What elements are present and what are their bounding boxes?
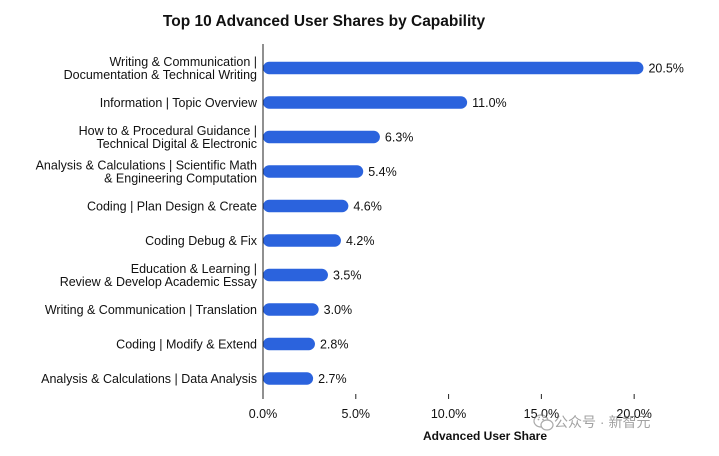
category-labels: Writing & Communication | Documentation &… — [36, 55, 258, 386]
bar — [263, 199, 349, 213]
value-label: 4.2% — [346, 234, 375, 248]
value-label: 11.0% — [472, 96, 507, 110]
category-label: Analysis & Calculations | Data Analysis — [41, 372, 257, 386]
category-label: Coding | Plan Design & Create — [87, 200, 257, 214]
bar — [263, 303, 319, 316]
bar — [263, 234, 341, 247]
category-label: Education & Learning | Review & Develop A… — [60, 262, 258, 289]
x-tick-label: 5.0% — [342, 407, 371, 421]
watermark: 公众号 · 新智元 — [533, 414, 650, 431]
bars-layer — [263, 61, 644, 385]
bar — [263, 96, 468, 109]
category-label: Analysis & Calculations | Scientific Mat… — [36, 159, 257, 186]
bar — [263, 61, 644, 75]
value-label: 3.5% — [333, 269, 362, 283]
value-labels: 20.5% 11.0% 6.3% 5.4% 4.6% 4.2% 3.5% 3.0% 2.8% 2.… — [318, 62, 684, 387]
x-tick-label: 0.0% — [249, 407, 278, 421]
bar — [263, 130, 380, 144]
category-label: Information | Topic Overview — [100, 96, 258, 110]
value-label: 6.3% — [385, 131, 414, 145]
x-tick-label: 10.0% — [431, 407, 466, 421]
x-axis-ticks: 0.0% 5.0% 10.0% 15.0% 20.0% — [249, 394, 652, 421]
bar — [263, 268, 328, 282]
category-label: Coding Debug & Fix — [145, 234, 258, 248]
bar — [263, 337, 315, 351]
bar — [263, 372, 314, 385]
value-label: 2.7% — [318, 372, 347, 386]
category-label: How to & Procedural Guidance | Technical … — [79, 124, 257, 151]
value-label: 5.4% — [368, 165, 397, 179]
chart-title: Top 10 Advanced User Shares by Capabilit… — [163, 13, 486, 30]
x-axis-label: Advanced User Share — [423, 429, 547, 443]
bar — [263, 165, 364, 178]
value-label: 4.6% — [353, 200, 382, 214]
category-label: Coding | Modify & Extend — [116, 338, 257, 352]
watermark-text: 公众号 · 新智元 — [554, 414, 650, 430]
value-label: 2.8% — [320, 338, 349, 352]
value-label: 20.5% — [648, 62, 683, 76]
category-label: Writing & Communication | Documentation &… — [64, 55, 257, 82]
value-label: 3.0% — [324, 303, 353, 317]
x-tick-label: 15.0% — [524, 407, 559, 421]
category-label: Writing & Communication | Translation — [45, 303, 257, 317]
wechat-icon — [533, 414, 554, 431]
x-tick-label: 20.0% — [616, 407, 651, 421]
